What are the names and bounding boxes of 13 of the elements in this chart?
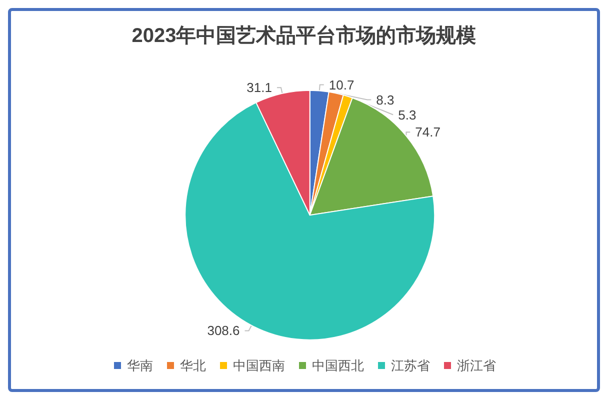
legend-label: 中国西南 — [233, 358, 285, 373]
chart-title: 2023年中国艺术品平台市场的市场规模 — [132, 24, 476, 47]
legend-label: 华南 — [127, 358, 153, 373]
data-label: 74.7 — [415, 124, 440, 140]
data-label: 10.7 — [328, 77, 354, 92]
data-label: 31.1 — [246, 80, 272, 96]
data-label: 5.3 — [398, 107, 416, 122]
legend-label: 浙江省 — [457, 358, 496, 373]
data-label: 308.6 — [207, 323, 240, 338]
legend-label: 中国西北 — [312, 358, 364, 373]
legend-label: 华北 — [180, 358, 206, 373]
data-label: 8.3 — [376, 92, 394, 108]
legend-label: 江苏省 — [391, 358, 430, 373]
